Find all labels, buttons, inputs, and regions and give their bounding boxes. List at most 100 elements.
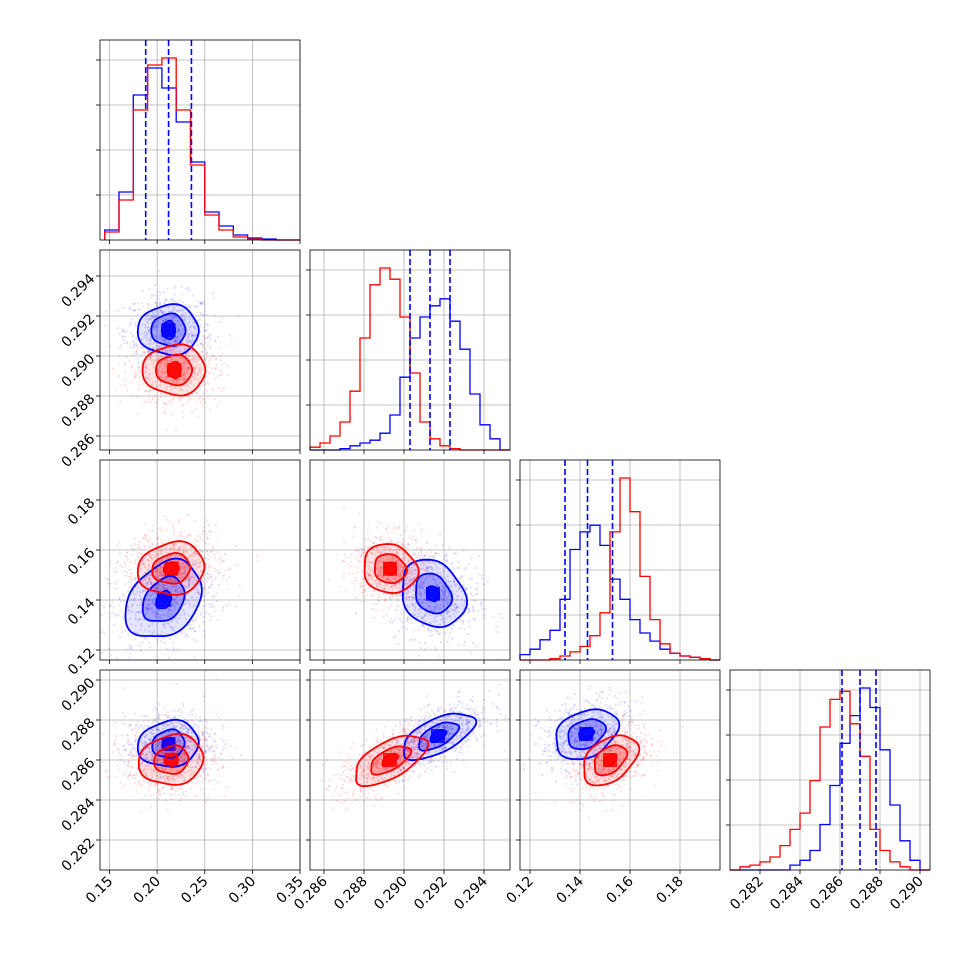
sample-point [484,608,487,611]
sample-point [582,742,585,746]
sample-point [213,398,216,401]
sample-point [133,712,137,715]
sample-point [144,390,147,393]
sample-point [436,630,439,633]
sample-point [209,347,212,350]
sample-point [421,601,424,605]
sample-point [180,396,183,399]
sample-point [154,323,158,326]
sample-point [154,325,157,328]
sample-point [132,774,135,777]
sample-point [172,379,175,383]
sample-point [413,609,416,612]
sample-point [194,580,197,583]
sample-point [577,772,580,775]
sample-point [200,569,203,572]
sample-point [202,343,205,347]
sample-point [426,570,429,573]
sample-point [603,720,606,724]
sample-point [143,534,146,537]
sample-point [188,366,191,369]
sample-point [156,553,159,556]
sample-point [192,620,195,623]
sample-point [169,793,172,796]
sample-point [159,292,162,295]
sample-point [154,575,157,578]
sample-point [585,724,588,727]
sample-point [193,630,197,633]
sample-point [162,339,165,342]
sample-point [553,744,556,747]
sample-point [555,748,558,751]
sample-point [123,773,126,776]
sample-point [210,615,213,618]
sample-point [452,580,456,583]
sample-point [218,583,221,586]
sample-point [161,320,164,323]
sample-point [582,713,585,716]
sample-point [441,748,444,752]
sample-point [438,655,441,658]
sample-point [202,605,205,608]
sample-point [145,363,148,366]
sample-point [613,727,617,730]
sample-point [455,590,458,593]
sample-point [497,693,501,696]
sample-point [487,690,490,693]
sample-point [127,610,130,613]
sample-point [176,346,179,349]
sample-point [196,596,199,599]
sample-point [143,629,146,632]
sample-point [128,586,131,590]
sample-point [164,714,167,717]
sample-point [406,620,409,623]
sample-point [163,583,166,587]
sample-point [221,352,224,355]
sample-point [162,359,166,362]
sample-point [454,585,458,588]
sample-point [144,364,147,367]
sample-point [594,720,598,723]
sample-point [157,324,160,327]
sample-point [183,385,186,388]
sample-point [148,630,151,633]
sample-point [183,566,186,569]
sample-point [160,573,163,576]
sample-point [200,338,203,341]
sample-point [575,740,579,744]
sample-point [143,352,146,355]
sample-point [189,740,192,744]
sample-point [589,761,592,765]
sample-point [103,633,106,636]
sample-point [420,586,424,589]
sample-point [634,700,637,703]
sample-point [152,332,155,335]
sample-point [182,752,185,755]
sample-point [165,389,168,392]
sample-point [466,724,469,727]
sample-point [432,608,435,611]
sample-point [206,739,209,742]
sample-point [573,693,577,696]
sample-point [446,727,449,731]
sample-point [145,334,148,338]
sample-point [441,586,444,589]
sample-point [133,377,136,380]
sample-point [122,330,125,333]
sample-point [129,749,132,752]
sample-point [144,637,147,640]
sample-point [591,773,595,776]
sample-point [438,726,441,729]
sample-point [418,776,421,779]
sample-point [593,736,596,739]
sample-point [166,518,169,521]
sample-point [458,587,461,590]
sample-point [188,339,191,342]
sample-point [414,572,417,575]
sample-point [178,396,181,399]
sample-point [466,721,469,725]
sample-point [437,563,441,566]
sample-point [203,379,206,382]
sample-point [425,607,428,610]
